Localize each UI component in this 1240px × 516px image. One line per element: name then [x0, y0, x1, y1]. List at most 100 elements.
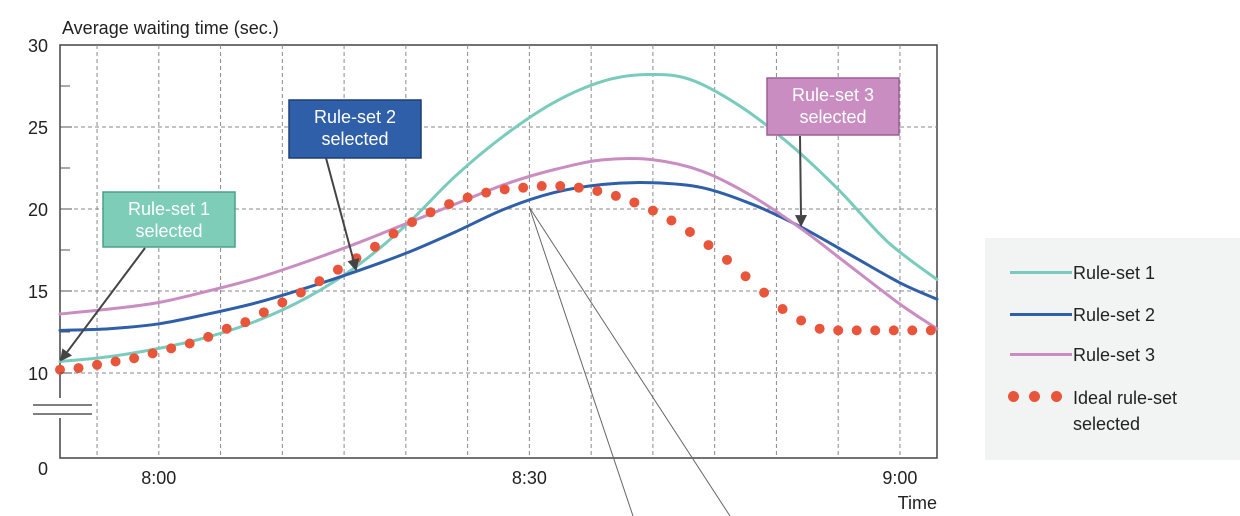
leader-line [528, 207, 634, 516]
y-tick-label: 15 [28, 282, 48, 302]
legend-label-rule-set-2: Rule-set 2 [1073, 305, 1156, 325]
axis-break-mask [52, 398, 70, 418]
data-point [55, 364, 65, 375]
legend-swatch-rule-set-1 [1010, 271, 1072, 274]
data-point [73, 363, 84, 374]
data-point [110, 356, 121, 367]
callout-box [102, 191, 236, 248]
callout-text: selected [321, 129, 388, 149]
legend: Rule-set 1 Rule-set 2 Rule-set 3 Ideal r… [985, 238, 1240, 460]
data-point [295, 287, 306, 298]
data-point [592, 185, 603, 196]
leader-line [528, 207, 731, 516]
callout-arrow-line [66, 247, 146, 353]
data-point [888, 325, 899, 336]
legend-label-ideal-line1: Ideal rule-set [1073, 388, 1178, 408]
callout-box [288, 99, 422, 159]
data-point [833, 325, 844, 336]
legend-item-rule-set-1: Rule-set 1 [985, 254, 1240, 294]
data-point [332, 264, 343, 275]
data-point [555, 181, 566, 192]
legend-label-rule-set-1: Rule-set 1 [1073, 263, 1156, 283]
data-point [870, 325, 881, 336]
data-point [184, 338, 195, 349]
data-point [703, 240, 714, 251]
data-point [129, 353, 140, 364]
y-axis-title: Average waiting time (sec.) [62, 18, 279, 38]
data-point [277, 297, 288, 308]
y-tick-label: 10 [28, 364, 48, 384]
legend-dot [1029, 391, 1040, 402]
data-point [666, 215, 677, 226]
x-tick-label: 8:30 [512, 468, 547, 488]
legend-dot [1051, 391, 1062, 402]
legend-item-rule-set-3: Rule-set 3 [985, 336, 1240, 376]
data-point [203, 331, 214, 342]
data-point [851, 325, 862, 336]
callout-box [766, 77, 900, 136]
y-tick-label: 0 [38, 459, 48, 479]
callout-arrowhead [347, 258, 360, 272]
legend-item-ideal: Ideal rule-set selected [985, 379, 1240, 439]
data-point [258, 307, 269, 318]
data-point [573, 182, 584, 193]
legend-label-ideal-line2: selected [1073, 414, 1141, 434]
series-dots-ideal-rule-set-selected [55, 181, 936, 375]
callout-text: Rule-set 3 [792, 85, 874, 105]
data-point [722, 254, 733, 265]
data-point [647, 205, 658, 216]
data-point [221, 323, 232, 334]
legend-dot [1008, 391, 1019, 402]
data-point [369, 241, 380, 252]
legend-swatch-ideal [1006, 391, 1078, 405]
series-layer [55, 72, 939, 375]
legend-swatch-rule-set-2 [1010, 313, 1072, 316]
legend-item-rule-set-2: Rule-set 2 [985, 296, 1240, 336]
data-point [388, 228, 399, 239]
data-point [481, 187, 492, 198]
x-tick-label: 8:00 [141, 468, 176, 488]
x-axis-title: Time [898, 493, 937, 513]
data-point [907, 325, 918, 336]
callout-text: selected [135, 221, 202, 241]
data-point [499, 184, 510, 195]
data-point [240, 317, 251, 328]
y-tick-label: 30 [28, 36, 48, 56]
data-point [684, 226, 695, 237]
data-point [518, 182, 529, 193]
data-point [759, 287, 770, 298]
callout-text: selected [799, 107, 866, 127]
data-point [444, 199, 455, 210]
data-point [610, 190, 621, 201]
data-point [166, 343, 177, 354]
data-point [740, 271, 751, 282]
callout-arrow-line [799, 135, 802, 216]
data-point [777, 304, 788, 315]
data-point [407, 217, 418, 228]
y-tick-label: 25 [28, 118, 48, 138]
legend-swatch-rule-set-3 [1010, 353, 1072, 356]
data-point [314, 276, 325, 287]
callout-text: Rule-set 2 [314, 107, 396, 127]
data-point [425, 207, 436, 218]
data-point [796, 315, 807, 326]
callout-arrowhead [60, 348, 72, 362]
axis-layer: 0 10 15 20 25 30 8:00 8:30 9:00 Time Average waiti… [28, 18, 937, 513]
data-point [814, 323, 825, 334]
callout-text: Rule-set 1 [128, 199, 210, 219]
data-point [462, 192, 473, 203]
callout-arrow-line [325, 157, 355, 260]
callout-arrowhead [794, 214, 807, 228]
data-point [925, 325, 936, 336]
y-tick-label: 20 [28, 200, 48, 220]
data-point [147, 348, 158, 359]
data-point [536, 181, 547, 192]
x-tick-label: 9:00 [882, 468, 917, 488]
data-point [92, 359, 103, 370]
data-point [629, 197, 640, 208]
